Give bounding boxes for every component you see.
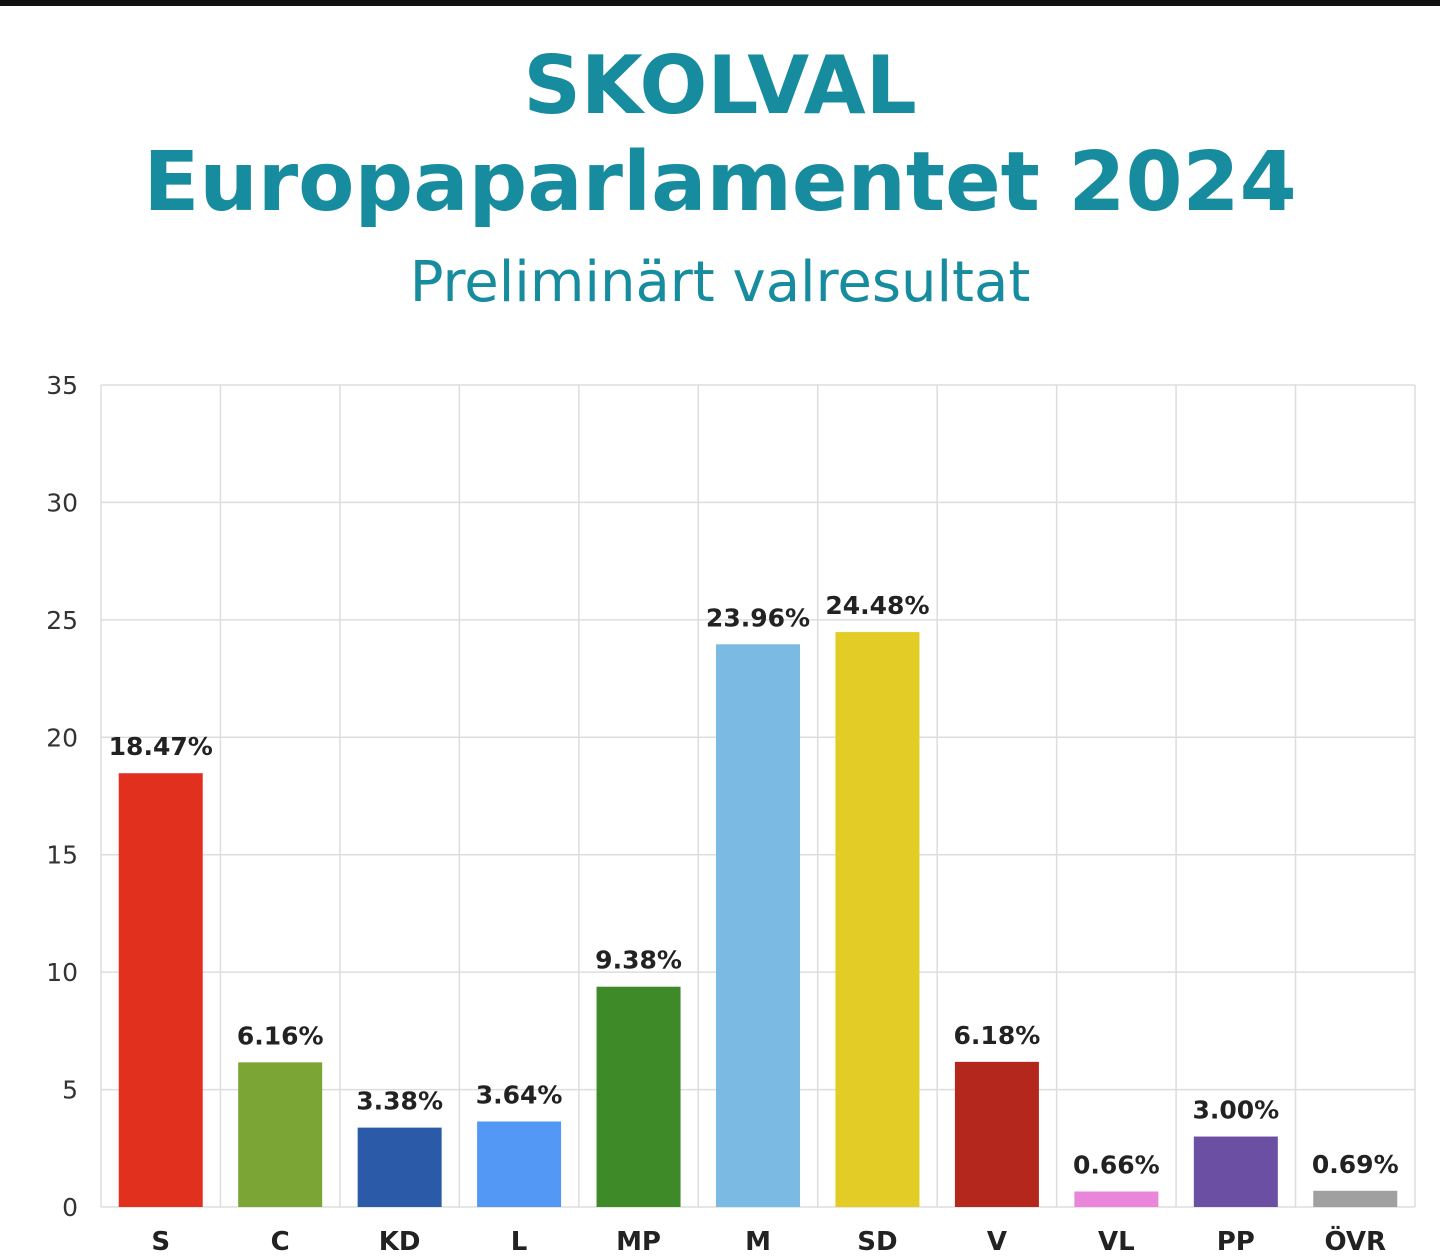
- bar-m: [716, 644, 800, 1207]
- bar-mp: [596, 986, 681, 1207]
- bar-sd: [835, 632, 920, 1207]
- value-label-v: 6.18%: [954, 1021, 1041, 1050]
- value-label-l: 3.64%: [476, 1081, 563, 1110]
- category-label-vl: VL: [1098, 1227, 1135, 1257]
- chart-subtitle: Preliminärt valresultat: [409, 250, 1031, 315]
- category-label-mp: MP: [616, 1227, 661, 1257]
- category-label-pp: PP: [1217, 1227, 1255, 1257]
- bar-pp: [1193, 1136, 1278, 1207]
- value-label-m: 23.96%: [706, 603, 810, 632]
- category-label-m: M: [745, 1227, 771, 1257]
- bar-vl: [1074, 1191, 1159, 1207]
- bar-övr: [1313, 1190, 1398, 1207]
- category-label-övr: ÖVR: [1324, 1224, 1386, 1257]
- top-rule: [0, 0, 1440, 6]
- y-axis-ticks: 0 5 10 15 20 25 30 35: [46, 371, 78, 1222]
- value-labels: 18.47% 6.16% 3.38% 3.64% 9.38% 23.96% 24.48% 6.…: [109, 591, 1399, 1179]
- y-tick-label: 35: [46, 371, 78, 400]
- category-label-c: C: [271, 1227, 290, 1257]
- bar-s: [118, 773, 203, 1207]
- bar-kd: [357, 1127, 442, 1207]
- value-label-vl: 0.66%: [1073, 1150, 1160, 1179]
- value-label-sd: 24.48%: [825, 591, 929, 620]
- value-label-c: 6.16%: [237, 1021, 324, 1050]
- bar-c: [238, 1062, 323, 1207]
- bar-v: [954, 1061, 1039, 1207]
- category-label-v: V: [987, 1227, 1007, 1257]
- y-tick-label: 25: [46, 606, 78, 635]
- y-tick-label: 5: [62, 1076, 78, 1105]
- bars: [118, 632, 1398, 1207]
- value-label-mp: 9.38%: [595, 946, 682, 975]
- value-label-s: 18.47%: [109, 732, 213, 761]
- y-tick-label: 20: [46, 723, 78, 752]
- y-tick-label: 15: [46, 841, 78, 870]
- y-tick-label: 30: [46, 488, 78, 517]
- chart-title-line1: SKOLVAL: [523, 39, 917, 132]
- x-axis-labels: S C KD L MP M SD V VL PP ÖVR: [151, 1224, 1386, 1257]
- category-label-s: S: [151, 1227, 170, 1257]
- y-tick-label: 0: [62, 1193, 78, 1222]
- value-label-kd: 3.38%: [356, 1087, 443, 1116]
- chart-title-line2: Europaparlamentet 2024: [143, 135, 1297, 230]
- value-label-pp: 3.00%: [1192, 1096, 1279, 1125]
- y-tick-label: 10: [46, 958, 78, 987]
- category-label-kd: KD: [379, 1227, 421, 1257]
- bar-l: [477, 1121, 562, 1207]
- category-label-sd: SD: [857, 1227, 897, 1257]
- value-label-övr: 0.69%: [1312, 1150, 1399, 1179]
- category-label-l: L: [511, 1227, 528, 1257]
